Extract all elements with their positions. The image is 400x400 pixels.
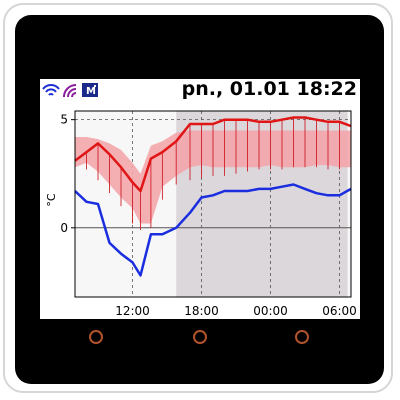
display-screen: M pn., 01.01 18:22 12:00 18:00 00:00 06:00 0… bbox=[40, 79, 360, 319]
hardware-button-right[interactable] bbox=[295, 330, 309, 344]
y-tick-label: 5 bbox=[60, 113, 68, 127]
plot-frame bbox=[74, 110, 352, 298]
x-tick-label: 06:00 bbox=[322, 304, 357, 318]
module-icon: M bbox=[82, 83, 98, 97]
status-icon-strip: M bbox=[42, 83, 98, 98]
x-tick-label: 00:00 bbox=[253, 304, 288, 318]
wifi-icon bbox=[42, 84, 60, 96]
hardware-button-left[interactable] bbox=[89, 330, 103, 344]
module-badge-label: M bbox=[86, 86, 96, 97]
min-temperature-line bbox=[74, 183, 352, 277]
status-icons: M bbox=[42, 82, 102, 98]
x-tick-label: 18:00 bbox=[184, 304, 219, 318]
temperature-chart: 12:00 18:00 00:00 06:00 0 5 °C bbox=[45, 110, 357, 318]
hardware-button-middle[interactable] bbox=[193, 330, 207, 344]
datetime-display: pn., 01.01 18:22 bbox=[181, 79, 357, 100]
y-axis-label: °C bbox=[45, 193, 58, 207]
x-tick-label: 12:00 bbox=[115, 304, 150, 318]
signal-icon bbox=[63, 84, 77, 98]
max-temperature-line bbox=[74, 116, 352, 193]
y-tick-label: 0 bbox=[60, 221, 68, 235]
